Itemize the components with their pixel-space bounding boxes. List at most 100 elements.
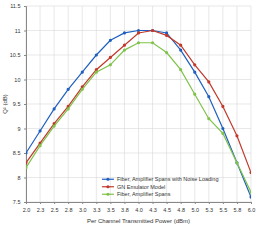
tick-mark bbox=[24, 202, 26, 203]
tick: 3.8 bbox=[121, 202, 129, 213]
series-marker bbox=[109, 63, 112, 66]
tick-mark bbox=[237, 202, 238, 204]
tick: 6.0 bbox=[248, 202, 256, 213]
series-marker bbox=[137, 41, 140, 44]
tick-label: 4.0 bbox=[135, 207, 143, 213]
tick-mark bbox=[24, 178, 26, 179]
tick-mark bbox=[24, 55, 26, 56]
series-marker bbox=[81, 71, 84, 74]
tick: 10 bbox=[14, 77, 26, 83]
tick-mark bbox=[153, 202, 154, 204]
series-line bbox=[26, 31, 251, 173]
tick: 5.5 bbox=[220, 202, 228, 213]
tick-label: 10 bbox=[14, 77, 20, 83]
series-marker bbox=[249, 191, 251, 194]
series-marker bbox=[95, 53, 98, 56]
series-marker bbox=[207, 117, 210, 120]
series-line bbox=[26, 31, 251, 198]
tick-label: 5.3 bbox=[205, 207, 213, 213]
legend-label: Fiber, Amplifier Spans bbox=[117, 191, 171, 197]
series-marker bbox=[109, 56, 112, 59]
series-marker bbox=[81, 88, 84, 91]
tick-label: 5.0 bbox=[191, 207, 199, 213]
y-axis: 7.588.599.51010.51111.5 bbox=[10, 3, 27, 205]
tick: 3.0 bbox=[79, 202, 87, 213]
axis-line bbox=[27, 203, 252, 205]
tick: 4.0 bbox=[135, 202, 143, 213]
series-marker bbox=[123, 49, 126, 52]
tick: 9 bbox=[17, 126, 26, 132]
series-marker bbox=[67, 88, 70, 91]
series-marker bbox=[179, 68, 182, 71]
series-marker bbox=[67, 107, 70, 110]
grid bbox=[26, 6, 251, 202]
tick: 4.3 bbox=[149, 202, 157, 213]
series-marker bbox=[53, 124, 56, 127]
series-marker bbox=[95, 71, 98, 74]
tick-label: 4.5 bbox=[163, 207, 171, 213]
series-line bbox=[26, 43, 251, 192]
legend-item: Fiber, Amplifier Spans with Noise Loadin… bbox=[102, 176, 219, 182]
tick-label: 3.0 bbox=[79, 207, 87, 213]
tick-mark bbox=[251, 202, 252, 204]
tick: 9.5 bbox=[13, 101, 26, 107]
tick: 2.8 bbox=[65, 202, 73, 213]
legend-item: GN Emulator Model bbox=[102, 184, 165, 190]
series-marker bbox=[151, 29, 154, 32]
tick-label: 6.0 bbox=[248, 207, 256, 213]
series-marker bbox=[221, 127, 224, 130]
tick-mark bbox=[110, 202, 111, 204]
grid-line-y bbox=[26, 79, 251, 80]
grid-line-y bbox=[26, 55, 251, 56]
series-marker bbox=[26, 151, 28, 154]
tick: 5.8 bbox=[234, 202, 242, 213]
series-marker bbox=[38, 144, 41, 147]
tick-mark bbox=[68, 202, 69, 204]
series-marker bbox=[179, 44, 182, 47]
series-marker bbox=[207, 95, 210, 98]
tick: 2.3 bbox=[37, 202, 45, 213]
series-marker bbox=[165, 51, 168, 54]
series-marker bbox=[137, 31, 140, 34]
tick-label: 4.3 bbox=[149, 207, 157, 213]
tick-label: 3.3 bbox=[93, 207, 101, 213]
series-marker bbox=[235, 134, 238, 137]
tick-label: 2.3 bbox=[37, 207, 45, 213]
series-marker bbox=[151, 41, 154, 44]
series-marker bbox=[235, 161, 238, 164]
series-marker bbox=[249, 196, 251, 199]
axis-line bbox=[24, 7, 27, 203]
series-marker bbox=[109, 39, 112, 42]
grid-line-y bbox=[26, 153, 251, 154]
tick-mark bbox=[24, 129, 26, 130]
tick-label: 11 bbox=[15, 28, 21, 34]
series-marker bbox=[235, 161, 238, 164]
plot: 2.02.32.52.83.03.33.53.84.04.34.54.85.05… bbox=[10, 3, 256, 213]
tick: 4.5 bbox=[163, 202, 171, 213]
tick-mark bbox=[124, 202, 125, 204]
tick-mark bbox=[167, 202, 168, 204]
y-axis-title: Q² (dB) bbox=[2, 94, 8, 114]
marks bbox=[26, 29, 251, 199]
tick: 8.5 bbox=[13, 150, 26, 156]
tick-label: 2.5 bbox=[51, 207, 59, 213]
tick: 11 bbox=[15, 28, 26, 34]
series-marker bbox=[193, 63, 196, 66]
tick-label: 4.8 bbox=[177, 207, 185, 213]
tick-mark bbox=[24, 6, 26, 7]
chart: 2.02.32.52.83.03.33.53.84.04.34.54.85.05… bbox=[0, 0, 256, 226]
tick-mark bbox=[24, 31, 26, 32]
series-marker bbox=[123, 44, 126, 47]
tick-mark bbox=[181, 202, 182, 204]
tick-mark bbox=[96, 202, 97, 204]
tick: 10.5 bbox=[10, 52, 26, 58]
series-marker bbox=[165, 34, 168, 37]
tick-label: 8.5 bbox=[13, 150, 21, 156]
series-marker bbox=[193, 93, 196, 96]
series-marker bbox=[207, 80, 210, 83]
tick-mark bbox=[24, 80, 26, 81]
grid-line-y bbox=[26, 6, 251, 7]
series-marker bbox=[179, 49, 182, 52]
tick-mark bbox=[24, 153, 26, 154]
tick-mark bbox=[40, 202, 41, 204]
